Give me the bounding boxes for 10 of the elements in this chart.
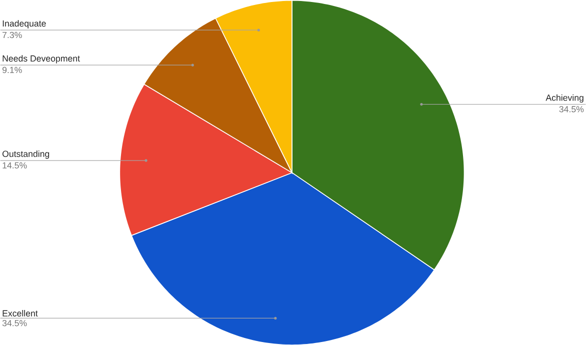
slice-label: Outstanding <box>2 150 50 159</box>
data-label: 9.1% <box>2 66 22 73</box>
slice-label: Excellent <box>2 310 38 316</box>
slice-label: Needs Deveopment <box>2 54 80 64</box>
data-label: 14.5% <box>2 162 27 168</box>
slice-label: Achieving <box>546 94 584 102</box>
data-label: 34.5% <box>559 106 584 112</box>
slice-label: Inadequate <box>2 20 46 28</box>
data-label: 7.3% <box>2 32 22 38</box>
data-label: 34.5% <box>2 320 27 326</box>
